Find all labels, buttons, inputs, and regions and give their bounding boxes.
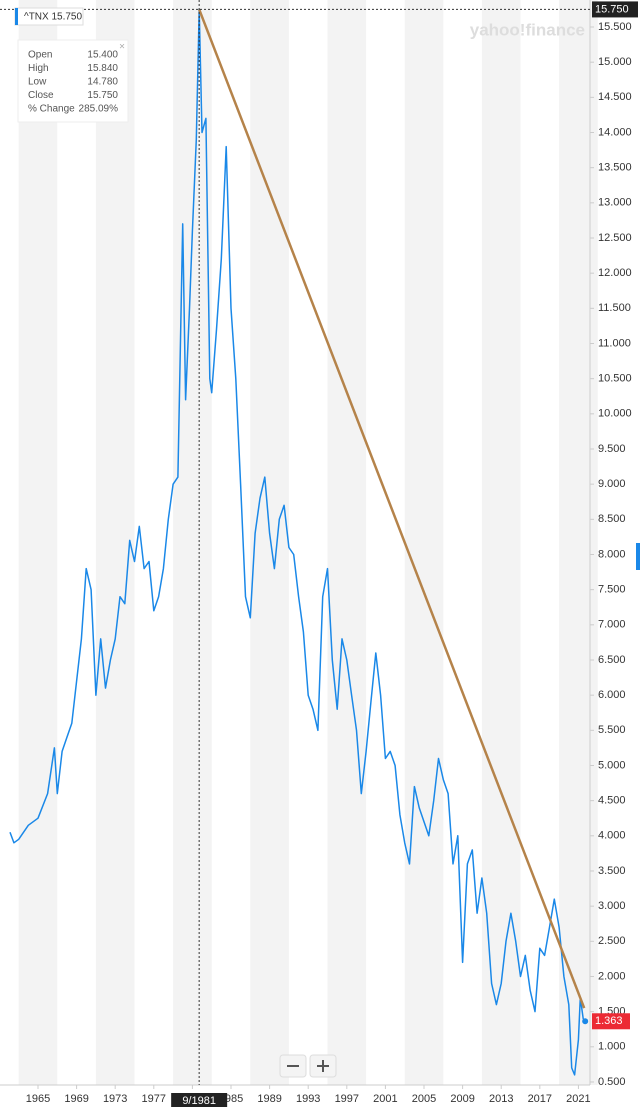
tooltip-label: % Change	[28, 104, 75, 115]
crosshair-x-label: 9/1981	[182, 1095, 216, 1107]
tooltip-label: Close	[28, 90, 54, 101]
y-tick-label: 13.500	[598, 162, 632, 174]
y-tick-label: 5.500	[598, 724, 626, 736]
tooltip-value: 15.750	[87, 90, 118, 101]
y-tick-label: 15.500	[598, 21, 632, 33]
x-tick-label: 2009	[450, 1093, 474, 1105]
tooltip-value: 285.09%	[79, 104, 119, 115]
y-tick-label: 4.500	[598, 795, 626, 807]
y-tick-label: 12.500	[598, 232, 632, 244]
y-tick-label: 12.000	[598, 267, 632, 279]
tooltip-label: Open	[28, 50, 52, 61]
y-tick-label: 1.000	[598, 1041, 626, 1053]
y-tick-label: 7.000	[598, 619, 626, 631]
x-band	[559, 0, 598, 1085]
x-tick-label: 1977	[142, 1093, 166, 1105]
y-tick-label: 2.000	[598, 970, 626, 982]
y-tick-label: 9.000	[598, 478, 626, 490]
x-tick-label: 1997	[335, 1093, 359, 1105]
y-tick-label: 7.500	[598, 584, 626, 596]
x-band	[18, 0, 58, 1085]
last-point	[582, 1018, 589, 1025]
y-tick-label: 11.500	[598, 302, 631, 314]
tooltip	[17, 39, 129, 123]
x-tick-label: 2001	[373, 1093, 397, 1105]
y-tick-label: 3.000	[598, 900, 626, 912]
tooltip-value: 15.400	[87, 50, 118, 61]
price-line	[9, 8, 586, 1076]
zoom-controls	[279, 1054, 337, 1078]
x-band	[481, 0, 521, 1085]
x-band	[95, 0, 135, 1085]
x-tick-label: 2021	[566, 1093, 590, 1105]
x-band	[173, 0, 212, 1085]
last-value-label: 1.363	[595, 1015, 623, 1027]
x-tick-label: 2005	[412, 1093, 436, 1105]
y-tick-label: 15.000	[598, 56, 632, 68]
tooltip-label: Low	[28, 77, 47, 88]
tooltip-value: 14.780	[87, 77, 118, 88]
x-tick-label: 1969	[64, 1093, 88, 1105]
y-tick-label: 9.500	[598, 443, 626, 455]
x-band	[404, 0, 444, 1085]
x-tick-label: 1965	[26, 1093, 50, 1105]
last-value-box	[592, 1013, 630, 1030]
symbol-label: ^TNX 15.750	[24, 12, 82, 23]
y-tick-label: 8.500	[598, 513, 626, 525]
y-tick-label: 14.000	[598, 126, 632, 138]
y-tick-label: 5.000	[598, 759, 626, 771]
side-handle[interactable]	[636, 543, 640, 570]
symbol-swatch	[15, 8, 18, 25]
y-tick-label: 2.500	[598, 935, 626, 947]
crosshair-y-label: 15.750	[595, 3, 629, 15]
y-tick-label: 4.000	[598, 830, 626, 842]
x-tick-label: 2013	[489, 1093, 513, 1105]
y-tick-label: 11.000	[598, 337, 631, 349]
x-band	[250, 0, 289, 1085]
y-tick-label: 13.000	[598, 197, 632, 209]
tooltip-value: 15.840	[87, 63, 118, 74]
y-tick-label: 10.000	[598, 408, 632, 420]
y-tick-label: 6.500	[598, 654, 626, 666]
x-tick-label: 1993	[296, 1093, 320, 1105]
y-tick-label: 14.500	[598, 91, 632, 103]
y-tick-label: 3.500	[598, 865, 626, 877]
tooltip-close: ×	[119, 42, 125, 53]
x-tick-label: 1973	[103, 1093, 127, 1105]
y-tick-label: 8.000	[598, 548, 626, 560]
x-tick-label: 2017	[528, 1093, 552, 1105]
watermark: yahoo!finance	[470, 20, 585, 39]
tooltip-label: High	[28, 63, 49, 74]
x-band	[327, 0, 367, 1085]
y-tick-label: 6.000	[598, 689, 626, 701]
x-tick-label: 1989	[257, 1093, 281, 1105]
trend-line	[198, 8, 586, 1009]
crosshair-y-box	[592, 1, 638, 18]
y-tick-label: 10.500	[598, 373, 632, 385]
y-tick-label: 0.500	[598, 1076, 626, 1088]
crosshair-x-box	[171, 1093, 228, 1107]
